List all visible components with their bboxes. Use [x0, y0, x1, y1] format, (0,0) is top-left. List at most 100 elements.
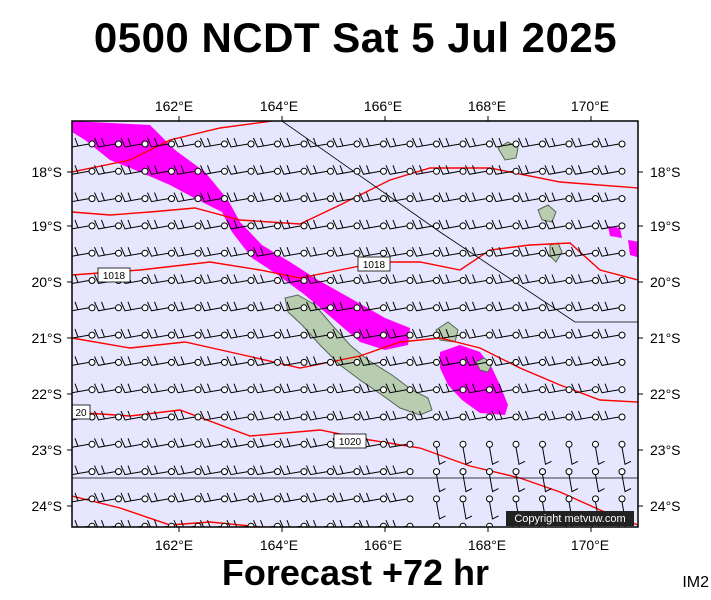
- wind-barb: [597, 383, 626, 394]
- wind-barb: [491, 137, 520, 148]
- wind-barb: [120, 301, 149, 312]
- wind-barb: [412, 356, 440, 366]
- wind-barb: [518, 192, 546, 203]
- wind-barb: [226, 410, 255, 421]
- wind-barb: [332, 219, 361, 230]
- wind-barb: [359, 165, 387, 175]
- wind-barb: [359, 410, 387, 421]
- wind-barb: [512, 468, 526, 493]
- wind-barb: [359, 492, 387, 503]
- wind-barb: [465, 192, 493, 203]
- wind-barb: [412, 410, 440, 421]
- wind-barb: [147, 328, 175, 339]
- wind-barb: [94, 301, 122, 312]
- wind-barb: [253, 492, 281, 503]
- wind-barb: [200, 301, 228, 312]
- wind-barb: [200, 165, 228, 175]
- wind-barb: [72, 274, 96, 285]
- wind-barb: [618, 468, 632, 493]
- wind-barb: [385, 246, 414, 257]
- isobar-label: 1018: [103, 271, 126, 282]
- wind-barb: [120, 356, 149, 366]
- wind-barb: [438, 246, 467, 257]
- wind-barb: [486, 522, 493, 527]
- wind-barb: [226, 465, 255, 476]
- wind-barb: [226, 328, 255, 339]
- wind-barb: [253, 192, 281, 203]
- wind-barb: [94, 137, 122, 148]
- wind-barb: [147, 492, 175, 503]
- wind-barb: [120, 465, 149, 476]
- wind-barb: [147, 438, 175, 448]
- wind-barb: [173, 383, 202, 394]
- wind-barb: [412, 165, 440, 175]
- lat-label: 19°S: [31, 218, 62, 234]
- wind-barb: [94, 383, 122, 394]
- wind-barb: [72, 383, 96, 394]
- wind-barb: [332, 328, 361, 339]
- wind-barb: [518, 410, 546, 421]
- wind-barb: [332, 410, 361, 421]
- wind-barb: [306, 137, 334, 148]
- lat-labels-right: 18°S 19°S 20°S 21°S 22°S 23°S 24°S: [650, 164, 681, 514]
- wind-barb: [438, 274, 467, 285]
- wind-barb: [592, 440, 605, 466]
- wind-barb: [385, 410, 414, 421]
- wind-barb: [459, 468, 473, 493]
- wind-barb: [306, 328, 334, 339]
- wind-barb: [459, 495, 473, 520]
- wind-barb: [359, 274, 387, 285]
- wind-barb: [72, 192, 96, 203]
- wind-barb: [253, 356, 281, 366]
- wind-barb: [459, 440, 473, 466]
- wind-barb: [120, 328, 149, 339]
- wind-barb: [359, 301, 387, 312]
- wind-barb: [544, 192, 573, 203]
- lat-label: 21°S: [31, 330, 62, 346]
- wind-barb: [279, 301, 308, 312]
- wind-barb: [385, 492, 414, 503]
- wind-barb: [253, 383, 281, 394]
- wind-barb: [253, 274, 281, 285]
- wind-barb: [306, 383, 334, 394]
- wind-barb: [147, 383, 175, 394]
- wind-barb: [72, 301, 96, 312]
- wind-barb: [491, 383, 520, 394]
- wind-barb: [279, 492, 308, 503]
- wind-barb: [72, 247, 96, 257]
- wind-barb: [72, 465, 96, 476]
- wind-barb: [438, 137, 467, 148]
- isobar-label: 1020: [339, 437, 362, 448]
- wind-barb: [306, 246, 334, 257]
- wind-barb: [571, 192, 599, 203]
- wind-barb: [518, 274, 546, 285]
- wind-barb: [539, 468, 552, 493]
- wind-barb: [94, 438, 122, 448]
- wind-barb: [279, 328, 308, 339]
- lon-labels-top: 162°E 164°E 166°E 168°E 170°E: [155, 98, 609, 114]
- wind-barb: [385, 438, 414, 448]
- wind-barb: [359, 356, 387, 366]
- wind-barb: [332, 192, 361, 203]
- wind-barb: [438, 383, 467, 394]
- wind-barb: [544, 137, 573, 148]
- wind-barb: [597, 246, 626, 257]
- wind-barb: [94, 356, 122, 366]
- wind-barb: [571, 219, 599, 230]
- wind-barb: [412, 274, 440, 285]
- wind-barb: [226, 356, 255, 366]
- wind-barb: [385, 383, 414, 394]
- wind-barb: [597, 165, 626, 175]
- wind-barb: [173, 165, 202, 175]
- wind-barb: [433, 522, 440, 527]
- wind-barb: [518, 219, 546, 230]
- wind-barb: [306, 492, 334, 503]
- wind-barb: [279, 465, 308, 476]
- copyright-text: Copyright metvuw.com: [514, 513, 625, 525]
- lon-label: 168°E: [468, 98, 506, 114]
- wind-barb: [72, 137, 96, 148]
- wind-barb: [465, 165, 493, 175]
- wind-barb: [518, 246, 546, 257]
- wind-barb: [226, 137, 255, 148]
- wind-barb: [459, 522, 467, 527]
